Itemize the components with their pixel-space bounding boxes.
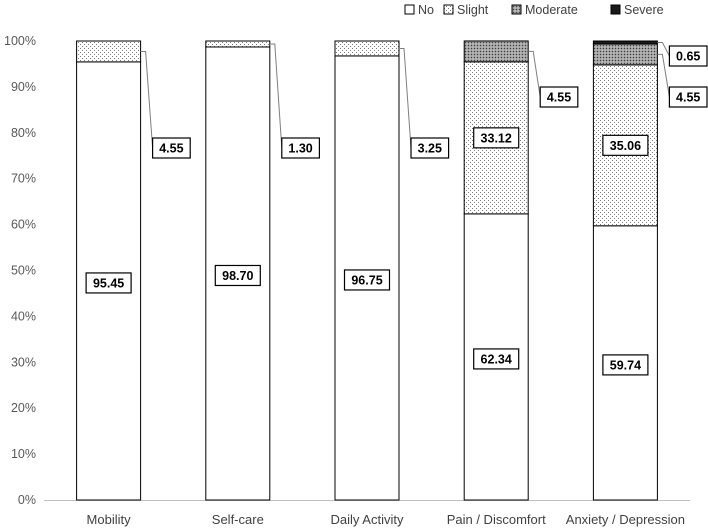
data-label-box <box>539 86 579 108</box>
data-label-box <box>602 134 649 156</box>
bar-segment-slight <box>76 40 142 63</box>
data-label-box <box>602 354 649 376</box>
y-tick-label: 60% <box>11 218 36 232</box>
data-label-box <box>668 45 708 67</box>
leader-line <box>140 50 154 149</box>
category-label: Anxiety / Depression <box>566 512 685 527</box>
data-label-box <box>85 272 132 294</box>
data-label-box <box>214 264 261 287</box>
data-label: 1.30 <box>288 142 312 156</box>
legend-swatch-severe <box>610 4 621 15</box>
y-tick-label: 50% <box>11 264 36 278</box>
data-label-box <box>668 86 708 108</box>
bar-segment-severe <box>592 40 658 45</box>
y-tick-label: 70% <box>11 172 36 186</box>
data-label-box <box>152 137 191 159</box>
data-labels-layer: 95.45 4.55 98.70 1.30 96.75 3.25 62.34 33.12 4.5… <box>85 41 708 376</box>
data-label-box <box>473 127 520 149</box>
legend-label: Moderate <box>525 3 578 17</box>
category-label: Self-care <box>212 512 264 527</box>
legend-label: Severe <box>624 3 664 17</box>
legend: No Slight Moderate Severe <box>404 3 664 17</box>
leader-line <box>399 47 412 149</box>
data-label: 35.06 <box>610 139 641 153</box>
y-tick-label: 90% <box>11 80 36 94</box>
data-label: 4.55 <box>547 91 571 105</box>
data-label: 98.70 <box>222 269 253 283</box>
axis-layer: 0% 10% 20% 30% 40% 50% 60% 70% 80% 90% 100% Mobilit… <box>4 34 690 527</box>
y-tick-label: 80% <box>11 126 36 140</box>
leader-line <box>528 50 541 98</box>
y-tick-label: 10% <box>11 447 36 461</box>
data-label: 33.12 <box>481 131 512 145</box>
bar-segment-slight <box>334 40 400 57</box>
bar-segment-moderate <box>592 43 658 66</box>
category-label: Daily Activity <box>331 512 404 527</box>
legend-swatch-slight <box>443 4 454 15</box>
leader-line <box>657 41 670 57</box>
data-label-box <box>281 137 320 159</box>
bar-segment-slight <box>205 40 271 48</box>
leader-line <box>657 53 670 98</box>
bar-segment-moderate <box>463 40 529 63</box>
leader-line <box>269 43 283 149</box>
legend-label: No <box>418 3 434 17</box>
data-label-box <box>473 348 520 370</box>
data-label: 4.55 <box>676 91 700 105</box>
data-label: 3.25 <box>418 142 442 156</box>
data-label: 95.45 <box>93 276 124 290</box>
y-tick-label: 40% <box>11 309 36 323</box>
data-label: 0.65 <box>676 50 700 64</box>
category-label: Pain / Discomfort <box>447 512 546 527</box>
data-label: 62.34 <box>481 352 512 366</box>
y-tick-label: 0% <box>18 493 36 507</box>
data-label-box <box>343 269 391 291</box>
category-label: Mobility <box>87 512 132 527</box>
data-label: 59.74 <box>610 358 641 372</box>
legend-swatch-moderate <box>511 4 522 15</box>
legend-label: Slight <box>457 3 489 17</box>
data-label-box <box>410 137 450 159</box>
data-label: 96.75 <box>351 273 382 287</box>
y-tick-label: 100% <box>4 34 36 48</box>
y-tick-label: 30% <box>11 355 36 369</box>
y-tick-label: 20% <box>11 401 36 415</box>
legend-swatch-no <box>404 4 415 15</box>
data-label: 4.55 <box>159 142 183 156</box>
